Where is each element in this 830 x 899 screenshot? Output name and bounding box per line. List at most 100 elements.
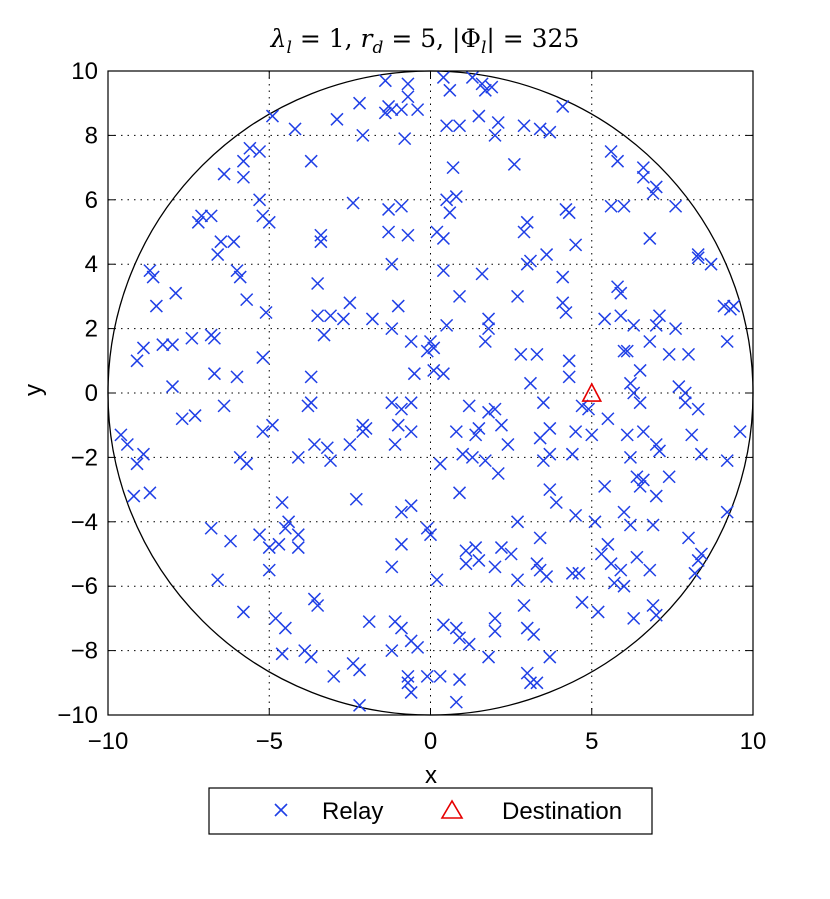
- relay-point: [588, 515, 602, 529]
- relay-point-stroke: [569, 238, 583, 252]
- relay-point: [733, 425, 747, 439]
- relay-point-stroke: [556, 270, 570, 284]
- relay-point: [572, 566, 586, 580]
- relay-point: [627, 386, 641, 400]
- relay-point-stroke: [291, 528, 305, 542]
- relay-point-stroke: [594, 547, 608, 561]
- relay-point: [404, 334, 418, 349]
- relay-point-stroke: [349, 492, 363, 506]
- relay-point-stroke: [217, 167, 231, 181]
- relay-point: [449, 425, 463, 439]
- relay-point-stroke: [291, 541, 305, 555]
- relay-point-stroke: [359, 421, 373, 435]
- relay-point-stroke: [114, 428, 128, 442]
- relay-point: [385, 257, 399, 271]
- relay-point-stroke: [523, 254, 538, 268]
- relay-point-stroke: [691, 248, 705, 262]
- relay-point-stroke: [636, 161, 650, 175]
- relay-point-stroke: [691, 402, 705, 416]
- relay-point: [556, 296, 570, 310]
- relay-point-stroke: [720, 334, 734, 349]
- relay-point-stroke: [120, 437, 134, 452]
- relay-point-stroke: [543, 447, 557, 461]
- relay-point-stroke: [378, 74, 392, 88]
- relay-point-stroke: [630, 550, 644, 564]
- relay-point-stroke: [269, 611, 283, 625]
- relay-point-stroke: [275, 495, 289, 510]
- relay-point-stroke: [465, 450, 479, 464]
- relay-point-stroke: [491, 115, 505, 130]
- relay-point: [185, 331, 199, 345]
- relay-point-stroke: [452, 289, 467, 303]
- relay-point: [449, 695, 463, 709]
- relay-point-stroke: [191, 215, 205, 229]
- relay-point-stroke: [636, 473, 650, 487]
- relay-point: [224, 534, 238, 548]
- relay-point-stroke: [685, 428, 699, 442]
- relay-point: [623, 450, 637, 464]
- relay-point: [359, 421, 373, 435]
- relay-point-stroke: [614, 563, 628, 577]
- relay-point-stroke: [727, 299, 741, 313]
- relay-point: [404, 396, 418, 410]
- y-tick-label: −8: [71, 638, 98, 665]
- relay-point: [523, 376, 538, 390]
- relay-point-stroke: [649, 608, 663, 622]
- relay-point-stroke: [565, 566, 579, 580]
- relay-point-stroke: [459, 557, 473, 571]
- relay-point-stroke: [278, 521, 292, 535]
- relay-point: [378, 106, 392, 120]
- relay-point-stroke: [562, 206, 576, 220]
- relay-point-stroke: [511, 515, 525, 529]
- relay-point: [233, 270, 247, 284]
- relay-point: [720, 334, 734, 349]
- relay-point: [411, 103, 425, 117]
- relay-point: [443, 206, 457, 220]
- relay-point: [253, 528, 267, 542]
- relay-point: [398, 132, 412, 146]
- relay-point: [401, 676, 415, 690]
- relay-point: [688, 566, 702, 580]
- relay-point: [436, 618, 450, 632]
- relay-point-stroke: [262, 215, 276, 229]
- relay-point: [330, 112, 344, 126]
- relay-point-stroke: [253, 193, 267, 207]
- relay-point-stroke: [356, 128, 370, 142]
- relay-point: [694, 447, 708, 461]
- relay-point: [394, 621, 409, 635]
- relay-point-stroke: [420, 344, 434, 358]
- relay-point: [681, 347, 696, 361]
- relay-point-stroke: [627, 611, 641, 625]
- relay-point: [633, 479, 647, 493]
- relay-point: [404, 499, 418, 513]
- relay-point: [327, 669, 341, 683]
- relay-point: [643, 563, 657, 577]
- relay-point-stroke: [565, 447, 579, 461]
- relay-point: [240, 293, 254, 307]
- relay-point-stroke: [311, 309, 325, 323]
- relay-point: [230, 370, 244, 384]
- relay-point-stroke: [343, 296, 357, 310]
- relay-point-stroke: [533, 563, 547, 577]
- relay-point: [320, 441, 334, 455]
- relay-point: [630, 470, 644, 484]
- relay-point-stroke: [304, 650, 318, 664]
- x-tick-label: −10: [88, 728, 129, 755]
- relay-point-stroke: [346, 196, 360, 210]
- relay-point-stroke: [304, 370, 318, 384]
- relay-point: [575, 595, 589, 609]
- relay-point: [114, 428, 128, 442]
- legend-relay-label: Relay: [322, 798, 383, 825]
- relay-point-stroke: [146, 270, 160, 284]
- relay-point-stroke: [401, 77, 415, 91]
- relay-point-stroke: [488, 624, 502, 638]
- relay-point: [349, 492, 363, 506]
- relay-point-stroke: [604, 199, 618, 213]
- relay-point-stroke: [330, 112, 344, 126]
- relay-point-stroke: [633, 363, 647, 377]
- relay-point: [569, 508, 583, 522]
- relay-point: [488, 611, 502, 625]
- relay-point-stroke: [240, 457, 254, 471]
- tick-marks: [107, 70, 754, 716]
- relay-point: [278, 521, 292, 535]
